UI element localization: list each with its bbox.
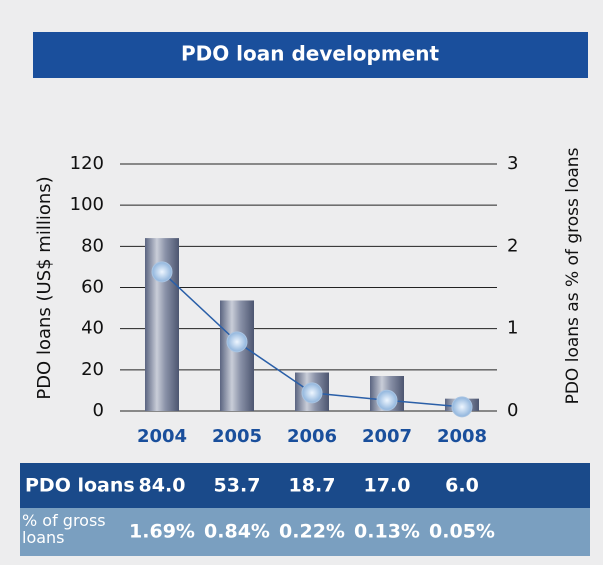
- y-axis-label: PDO loans (US$ millions): [34, 176, 55, 399]
- y-tick-label: 0: [93, 400, 104, 421]
- point: [376, 389, 398, 411]
- table-cell: 17.0: [364, 475, 411, 497]
- point: [451, 396, 473, 418]
- point: [301, 382, 323, 404]
- table-row: [20, 463, 590, 508]
- point: [226, 331, 248, 353]
- y2-tick-label: 0: [507, 400, 518, 421]
- point: [151, 261, 173, 283]
- table-cell: 0.22%: [279, 521, 345, 543]
- y2-tick-label: 1: [507, 318, 518, 339]
- y-tick-label: 40: [81, 318, 104, 339]
- x-tick-label: 2005: [212, 426, 262, 447]
- x-tick-label: 2004: [137, 426, 187, 447]
- chart-title: PDO loan development: [181, 42, 440, 66]
- table-cell: 53.7: [214, 475, 261, 497]
- y-tick-label: 120: [70, 153, 104, 174]
- x-tick-label: 2008: [437, 426, 487, 447]
- table-cell: 6.0: [445, 475, 479, 497]
- table-cell: 0.84%: [204, 521, 270, 543]
- table-cell: 1.69%: [129, 521, 195, 543]
- bar: [220, 300, 254, 411]
- table-cell: 0.13%: [354, 521, 420, 543]
- y2-tick-label: 3: [507, 153, 518, 174]
- y-tick-label: 60: [81, 277, 104, 298]
- row-label: % of gross loans: [22, 511, 106, 547]
- x-tick-label: 2006: [287, 426, 337, 447]
- y-tick-label: 100: [70, 194, 104, 215]
- table-row: [20, 508, 590, 556]
- y2-tick-label: 2: [507, 235, 518, 256]
- y-tick-label: 20: [81, 359, 104, 380]
- table-cell: 18.7: [289, 475, 336, 497]
- y-tick-label: 80: [81, 235, 104, 256]
- x-tick-label: 2007: [362, 426, 412, 447]
- row-label: PDO loans: [25, 475, 135, 497]
- table-cell: 84.0: [139, 475, 186, 497]
- table-cell: 0.05%: [429, 521, 495, 543]
- title-bar: [33, 32, 588, 78]
- y2-axis-label: PDO loans as % of gross loans: [563, 147, 583, 404]
